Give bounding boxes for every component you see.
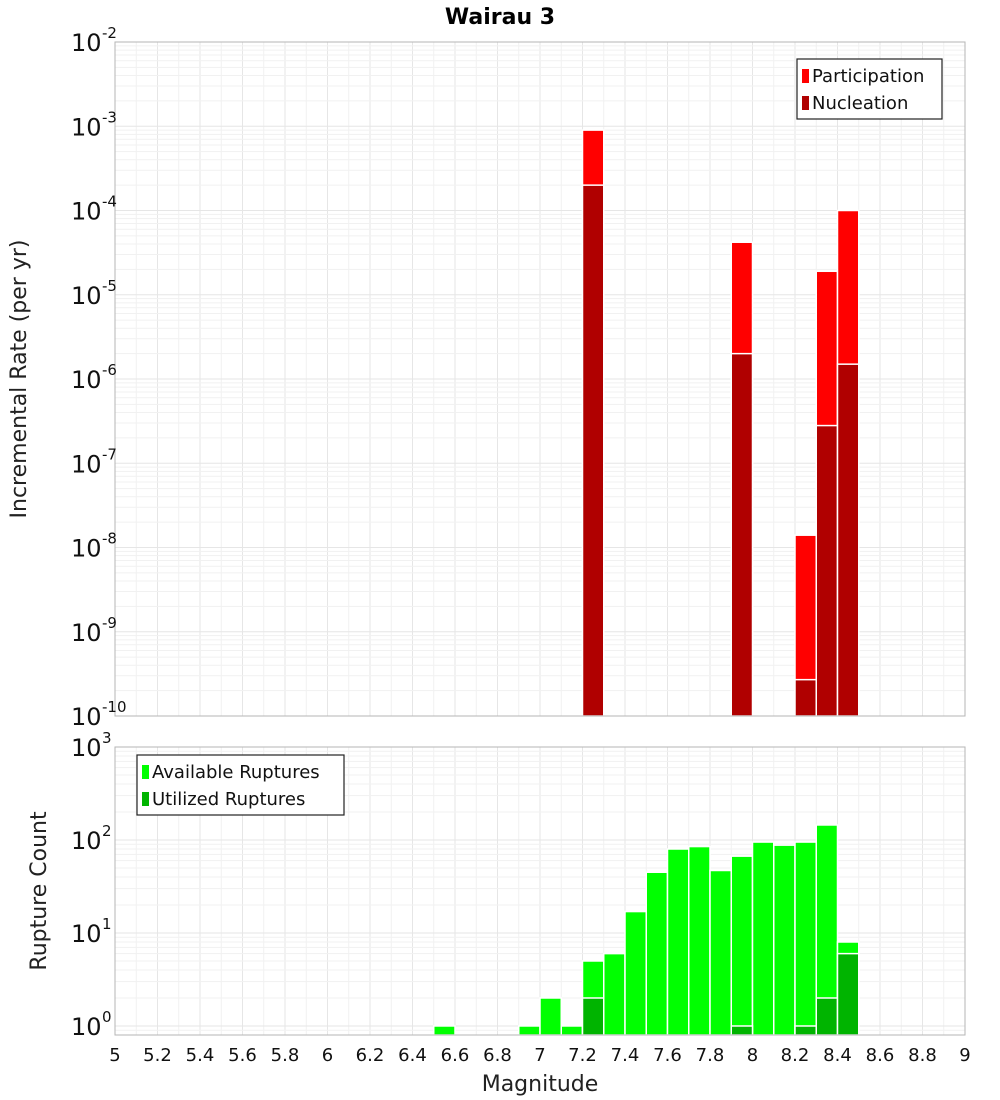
x-tick-label: 5.4 — [186, 1045, 215, 1066]
y-tick-label: 10 — [71, 734, 102, 762]
count-bar-available-ruptures — [645, 871, 669, 1036]
x-axis-title: Magnitude — [482, 1072, 599, 1097]
count-bar-available-ruptures — [624, 910, 647, 1036]
count-bar-available-ruptures — [773, 844, 796, 1036]
rate-bar-nucleation — [581, 184, 605, 717]
x-tick-label: 5.6 — [228, 1045, 257, 1066]
y-tick-label: 10 — [71, 619, 102, 647]
x-tick-label: 8.2 — [781, 1045, 810, 1066]
count-bar-available-ruptures — [539, 997, 562, 1036]
y-tick-exponent: -8 — [102, 530, 117, 548]
y-tick-exponent: -2 — [102, 24, 117, 42]
x-tick-label: 5.2 — [143, 1045, 172, 1066]
x-tick-label: 7.4 — [611, 1045, 640, 1066]
count-bar-utilized-ruptures — [730, 1025, 754, 1036]
chart-title: Wairau 3 — [445, 5, 555, 30]
rate-panel-y-axis-title: Incremental Rate (per yr) — [7, 240, 32, 519]
count-bar-available-ruptures — [433, 1025, 456, 1036]
rate-panel-frame — [114, 41, 966, 717]
y-tick-exponent: 3 — [102, 729, 112, 747]
y-tick-label: 10 — [71, 450, 102, 478]
count-bar-utilized-ruptures — [581, 997, 605, 1036]
y-tick-exponent: -3 — [102, 108, 117, 126]
y-tick-exponent: -6 — [102, 361, 117, 379]
y-tick-label: 10 — [71, 366, 102, 394]
x-tick-label: 5 — [109, 1045, 120, 1066]
x-tick-label: 6.6 — [441, 1045, 470, 1066]
x-tick-label: 7.2 — [568, 1045, 597, 1066]
y-tick-exponent: 2 — [102, 822, 112, 840]
rate-bar-nucleation — [815, 424, 839, 717]
rate-bar-nucleation — [836, 363, 860, 717]
x-tick-label: 6.8 — [483, 1045, 512, 1066]
x-tick-label: 8 — [747, 1045, 758, 1066]
rate-panel-legend: Participation Nucleation — [796, 58, 943, 120]
y-tick-label: 10 — [71, 29, 102, 57]
y-tick-exponent: -7 — [102, 445, 117, 463]
x-tick-label: 6 — [322, 1045, 333, 1066]
legend-swatch — [142, 765, 149, 779]
y-tick-exponent: -4 — [102, 193, 117, 211]
x-axis-ticks: 5 5.2 5.4 5.6 5.8 6 6.2 6.4 6.6 6.8 7 7.2 7.4 7.6 7.8 8… — [109, 1045, 970, 1066]
x-tick-label: 6.2 — [356, 1045, 385, 1066]
count-panel-frame — [114, 746, 966, 1036]
x-tick-label: 7.8 — [696, 1045, 725, 1066]
x-tick-label: 5.8 — [271, 1045, 300, 1066]
legend-swatch — [802, 69, 809, 83]
x-tick-label: 9 — [959, 1045, 970, 1066]
x-tick-label: 7.6 — [653, 1045, 682, 1066]
count-bar-utilized-ruptures — [815, 997, 839, 1036]
x-tick-label: 8.8 — [908, 1045, 937, 1066]
y-tick-exponent: -5 — [102, 277, 117, 295]
legend-label: Utilized Ruptures — [152, 789, 305, 810]
x-tick-label: 8.6 — [866, 1045, 895, 1066]
count-bar-available-ruptures — [730, 855, 754, 1036]
count-bar-available-ruptures — [794, 841, 817, 1036]
legend-swatch — [142, 792, 149, 806]
legend-box — [136, 754, 345, 816]
x-tick-label: 7 — [534, 1045, 545, 1066]
y-tick-exponent: 0 — [102, 1008, 112, 1026]
legend-label: Available Ruptures — [152, 762, 320, 783]
rate-bar-nucleation — [730, 352, 754, 717]
y-tick-label: 10 — [71, 113, 102, 141]
count-panel-y-axis-title: Rupture Count — [27, 811, 52, 971]
y-tick-label: 10 — [71, 703, 102, 731]
y-tick-label: 10 — [71, 920, 102, 948]
y-tick-label: 10 — [71, 282, 102, 310]
y-tick-label: 10 — [71, 827, 102, 855]
y-tick-label: 10 — [71, 1013, 102, 1041]
legend-label: Nucleation — [812, 93, 908, 114]
count-bar-available-ruptures — [751, 841, 775, 1036]
y-tick-exponent: 1 — [102, 915, 112, 933]
legend-swatch — [802, 96, 809, 110]
x-tick-label: 8.4 — [823, 1045, 852, 1066]
legend-label: Participation — [812, 66, 924, 87]
count-bar-utilized-ruptures — [836, 952, 860, 1036]
count-bar-available-ruptures — [709, 869, 732, 1036]
count-panel-legend: Available Ruptures Utilized Ruptures — [136, 754, 345, 816]
count-bar-available-ruptures — [518, 1025, 541, 1036]
x-tick-label: 6.4 — [398, 1045, 427, 1066]
y-tick-exponent: -9 — [102, 614, 117, 632]
count-panel-bars — [433, 824, 860, 1036]
count-bar-available-ruptures — [603, 952, 626, 1036]
count-bar-utilized-ruptures — [794, 1025, 817, 1036]
y-tick-exponent: -10 — [102, 698, 127, 716]
rate-bar-nucleation — [794, 678, 817, 717]
count-bar-available-ruptures — [688, 845, 711, 1036]
y-tick-label: 10 — [71, 535, 102, 563]
legend-box — [796, 58, 943, 120]
count-bar-available-ruptures — [560, 1025, 584, 1036]
y-tick-label: 10 — [71, 198, 102, 226]
count-bar-available-ruptures — [666, 848, 690, 1036]
